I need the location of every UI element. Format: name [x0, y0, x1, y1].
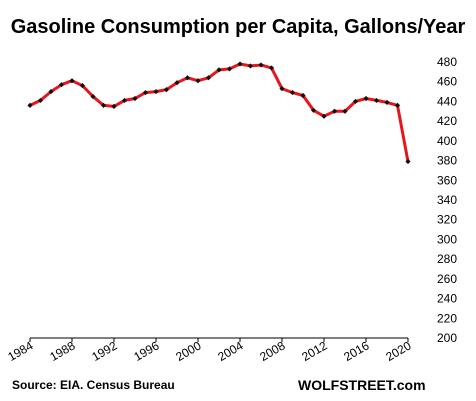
y-tick-label: 460: [437, 75, 457, 89]
data-point-marker: [279, 86, 285, 92]
y-axis-ticks: 200 220 240 260 280 300 320 340 360 380 400 420 440 4…: [437, 55, 457, 345]
x-axis-ticks: 1984 1988 1992 1996 2000 2004 2008 2012 2016 2020: [5, 338, 414, 364]
y-tick-label: 220: [437, 311, 457, 325]
y-tick-label: 480: [437, 55, 457, 69]
x-tick-label: 1992: [89, 338, 119, 364]
x-tick-label: 2016: [341, 338, 371, 364]
x-tick-label: 2020: [383, 338, 413, 364]
x-tick-label: 2012: [299, 338, 329, 364]
data-point-marker: [342, 108, 348, 114]
data-point-marker: [37, 97, 44, 104]
data-point-marker: [394, 102, 401, 108]
data-point-marker: [184, 75, 191, 81]
y-tick-label: 260: [437, 272, 457, 286]
data-point-marker: [289, 89, 296, 96]
data-point-marker: [247, 63, 254, 69]
y-tick-label: 340: [437, 193, 457, 207]
data-points: [27, 61, 411, 165]
chart-title: Gasoline Consumption per Capita, Gallons…: [11, 16, 466, 38]
source-note: Source: EIA. Census Bureau: [12, 378, 175, 392]
data-point-marker: [58, 82, 65, 88]
data-point-marker: [111, 103, 117, 109]
data-point-marker: [121, 97, 128, 104]
data-point-marker: [300, 92, 306, 99]
x-tick-label: 1996: [131, 338, 161, 364]
data-point-marker: [321, 113, 327, 119]
data-point-marker: [48, 88, 54, 95]
data-point-marker: [384, 99, 390, 106]
y-tick-label: 360: [437, 173, 457, 187]
y-tick-label: 240: [437, 292, 457, 306]
y-tick-label: 320: [437, 213, 457, 227]
data-point-marker: [258, 62, 264, 68]
data-point-marker: [268, 65, 275, 71]
x-tick-label: 1988: [47, 338, 77, 364]
y-tick-label: 380: [437, 154, 457, 168]
data-point-marker: [79, 83, 86, 89]
data-point-marker: [27, 102, 33, 108]
y-tick-label: 300: [437, 232, 457, 246]
data-point-marker: [174, 80, 180, 86]
x-tick-label: 2000: [173, 338, 203, 364]
data-point-marker: [373, 97, 380, 104]
y-tick-label: 400: [437, 134, 457, 148]
data-point-marker: [363, 95, 369, 102]
x-tick-label: 2004: [215, 338, 245, 364]
data-point-marker: [331, 108, 338, 114]
data-point-marker: [226, 66, 233, 72]
data-point-marker: [195, 78, 201, 84]
data-point-marker: [153, 88, 159, 95]
y-tick-label: 200: [437, 331, 457, 345]
data-point-marker: [310, 107, 317, 113]
y-tick-label: 440: [437, 94, 457, 108]
data-point-marker: [352, 98, 359, 105]
data-point-marker: [100, 102, 107, 108]
series-line: [29, 62, 410, 162]
x-tick-label: 1984: [5, 338, 35, 364]
data-point-marker: [142, 89, 149, 96]
y-tick-label: 420: [437, 114, 457, 128]
data-point-marker: [216, 67, 222, 73]
data-point-marker: [205, 75, 212, 81]
data-point-marker: [132, 95, 138, 102]
x-tick-label: 2008: [257, 338, 287, 364]
data-point-marker: [163, 87, 170, 93]
data-point-marker: [69, 78, 75, 84]
y-tick-label: 280: [437, 252, 457, 266]
data-point-marker: [237, 61, 243, 67]
data-point-marker: [405, 158, 411, 165]
wolfstreet-watermark: WOLFSTREET.com: [298, 377, 426, 393]
data-point-marker: [90, 93, 96, 100]
